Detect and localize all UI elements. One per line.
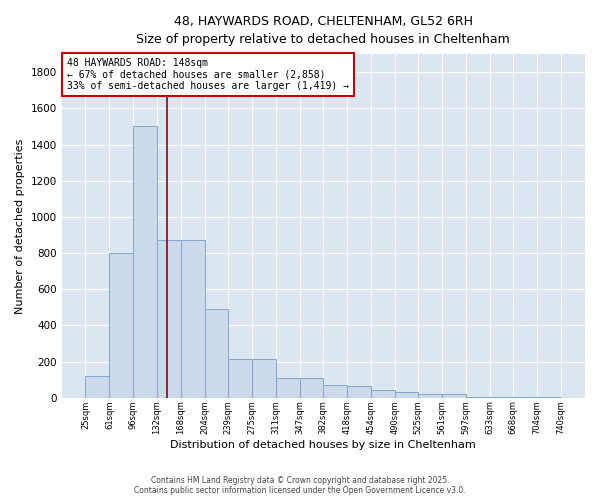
Bar: [490, 397, 514, 398]
Text: 48 HAYWARDS ROAD: 148sqm
← 67% of detached houses are smaller (2,858)
33% of sem: 48 HAYWARDS ROAD: 148sqm ← 67% of detach…: [67, 58, 349, 90]
Bar: [466, 397, 490, 398]
Text: Contains HM Land Registry data © Crown copyright and database right 2025.
Contai: Contains HM Land Registry data © Crown c…: [134, 476, 466, 495]
Bar: [442, 394, 466, 398]
Bar: [347, 386, 371, 398]
Bar: [537, 397, 561, 398]
Bar: [228, 359, 252, 398]
Bar: [157, 240, 181, 398]
Bar: [395, 392, 418, 398]
Bar: [276, 378, 300, 398]
Bar: [85, 376, 109, 398]
Bar: [252, 359, 276, 398]
Bar: [323, 385, 347, 398]
Bar: [514, 397, 537, 398]
Bar: [133, 126, 157, 398]
Bar: [371, 390, 395, 398]
Bar: [109, 253, 133, 398]
Bar: [418, 394, 442, 398]
Title: 48, HAYWARDS ROAD, CHELTENHAM, GL52 6RH
Size of property relative to detached ho: 48, HAYWARDS ROAD, CHELTENHAM, GL52 6RH …: [136, 15, 510, 46]
Bar: [300, 378, 323, 398]
X-axis label: Distribution of detached houses by size in Cheltenham: Distribution of detached houses by size …: [170, 440, 476, 450]
Y-axis label: Number of detached properties: Number of detached properties: [15, 138, 25, 314]
Bar: [205, 309, 228, 398]
Bar: [181, 240, 205, 398]
